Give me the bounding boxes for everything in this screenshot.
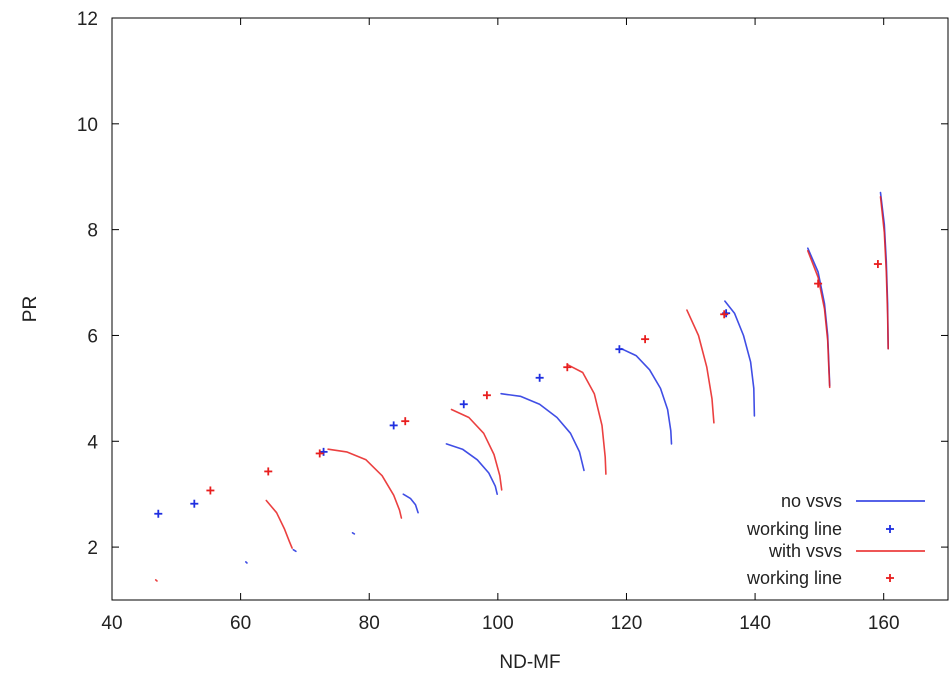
series-point <box>873 260 882 269</box>
series-3 <box>206 260 882 495</box>
x-tick-label: 100 <box>482 613 514 634</box>
series-point <box>641 335 650 344</box>
series-curve <box>327 448 403 519</box>
y-tick-label: 2 <box>87 538 98 559</box>
y-tick-label: 8 <box>87 221 98 242</box>
x-tick-labels: 40 60 80 100 120 140 160 <box>101 613 899 634</box>
axis-ticks <box>111 17 948 600</box>
y-tick-label: 4 <box>87 432 98 453</box>
series-point <box>482 391 491 400</box>
series-point <box>154 509 163 518</box>
legend-swatch-working-line-blue <box>886 525 894 533</box>
series-point <box>319 447 328 456</box>
series-curve <box>620 347 673 445</box>
legend-swatch-working-line-red <box>886 574 894 582</box>
series-curve <box>500 392 585 472</box>
series-point <box>615 345 624 354</box>
series-curve <box>879 196 889 350</box>
x-tick-label: 140 <box>739 613 771 634</box>
series-point <box>315 449 324 458</box>
x-tick-label: 80 <box>359 613 380 634</box>
plot-series <box>154 191 889 582</box>
series-point <box>264 467 273 476</box>
legend-label-no-vsvs: no vsvs <box>781 491 842 511</box>
x-axis-label: ND-MF <box>499 652 560 673</box>
series-curve <box>245 561 248 564</box>
series-curve <box>265 499 293 549</box>
series-curve <box>566 363 607 475</box>
series-point <box>814 279 823 288</box>
y-tick-label: 6 <box>87 326 98 347</box>
series-point <box>401 417 410 426</box>
series-curve <box>807 247 831 387</box>
x-tick-label: 40 <box>101 613 122 634</box>
series-curve <box>450 408 503 491</box>
legend-label-working-line-blue: working line <box>746 519 842 539</box>
legend-plus-blue <box>886 525 894 533</box>
series-point <box>389 421 398 430</box>
plot-frame <box>111 17 949 601</box>
legend-plus-red <box>886 574 894 582</box>
y-axis-label: PR <box>20 296 41 322</box>
x-tick-label: 120 <box>611 613 643 634</box>
legend-label-working-line-red: working line <box>746 568 842 588</box>
series-point <box>190 499 199 508</box>
series-curve <box>292 548 297 553</box>
legend: no vsvs working line with vsvs working l… <box>746 491 925 588</box>
y-tick-label: 12 <box>77 9 98 30</box>
series-point <box>563 363 572 372</box>
y-tick-label: 10 <box>77 115 98 136</box>
series-point <box>535 373 544 382</box>
y-tick-labels: 2 4 6 8 10 12 <box>77 9 99 559</box>
series-curve <box>686 309 715 424</box>
series-1 <box>154 309 731 518</box>
series-point <box>459 400 468 409</box>
series-curve <box>724 300 756 417</box>
x-tick-label: 160 <box>868 613 900 634</box>
series-point <box>720 310 729 319</box>
legend-label-with-vsvs: with vsvs <box>768 541 842 561</box>
series-curve <box>351 532 356 535</box>
series-curve <box>154 579 158 582</box>
series-curve <box>445 443 498 495</box>
series-point <box>206 486 215 495</box>
series-2 <box>154 196 889 582</box>
series-curve <box>807 250 831 389</box>
x-tick-label: 60 <box>230 613 251 634</box>
series-curve <box>402 493 419 514</box>
